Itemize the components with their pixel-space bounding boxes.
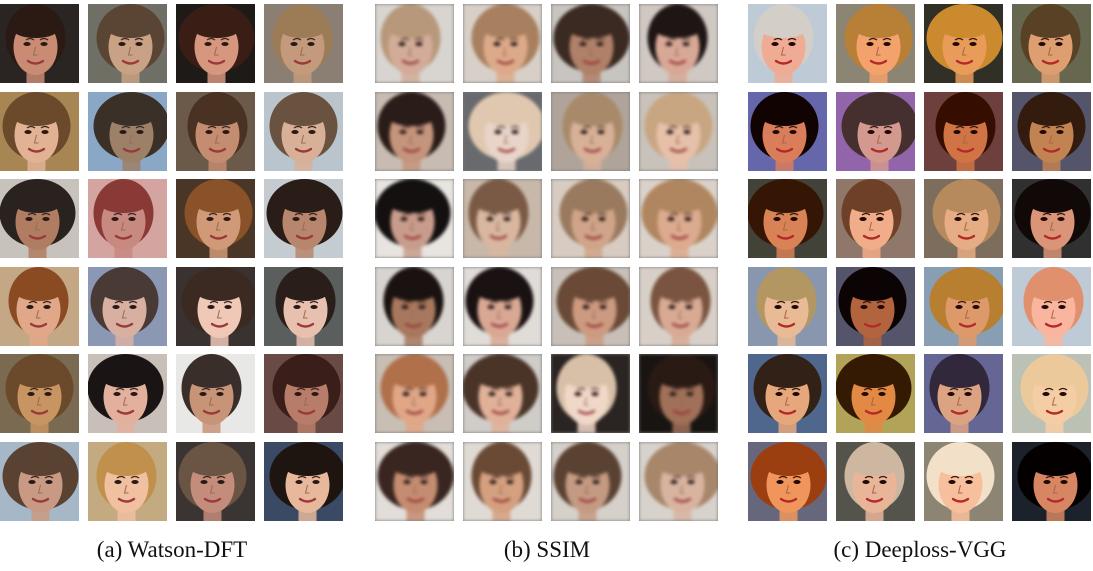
- face-thumbnail: [836, 91, 915, 171]
- face-thumbnail: [88, 4, 167, 83]
- face-thumbnail: [176, 4, 255, 83]
- face-thumbnail: [375, 4, 454, 83]
- face-grid-watson-dft: [0, 0, 344, 525]
- face-thumbnail: [463, 91, 542, 171]
- panel-watson-dft: (a) Watson-DFT: [0, 0, 344, 571]
- face-thumbnail: [375, 354, 454, 433]
- face-thumbnail: [748, 91, 827, 171]
- face-thumbnail: [176, 266, 255, 346]
- panel-ssim: (b) SSIM: [375, 0, 719, 571]
- face-thumbnail: [0, 266, 79, 346]
- face-thumbnail: [463, 441, 542, 521]
- face-thumbnail: [924, 179, 1003, 258]
- panel-deeploss-vgg: (c) Deeploss-VGG: [748, 0, 1092, 571]
- face-thumbnail: [176, 354, 255, 433]
- face-thumbnail: [88, 179, 167, 258]
- face-thumbnail: [551, 179, 630, 258]
- face-thumbnail: [551, 441, 630, 521]
- caption-deeploss-vgg: (c) Deeploss-VGG: [833, 537, 1007, 562]
- face-thumbnail: [924, 354, 1003, 433]
- face-grid-ssim: [375, 0, 719, 525]
- face-thumbnail: [551, 4, 630, 83]
- face-thumbnail: [924, 441, 1003, 521]
- face-thumbnail: [463, 4, 542, 83]
- face-thumbnail: [176, 441, 255, 521]
- face-thumbnail: [176, 91, 255, 171]
- face-thumbnail: [264, 4, 343, 83]
- face-thumbnail: [639, 179, 718, 258]
- face-thumbnail: [463, 354, 542, 433]
- face-thumbnail: [924, 4, 1003, 83]
- face-thumbnail: [1012, 441, 1091, 521]
- caption-ssim: (b) SSIM: [503, 537, 591, 562]
- face-grid-deeploss-vgg: [748, 0, 1092, 525]
- face-thumbnail: [1012, 91, 1091, 171]
- face-thumbnail: [1012, 354, 1091, 433]
- face-thumbnail: [1012, 4, 1091, 83]
- face-thumbnail: [264, 441, 343, 521]
- face-thumbnail: [88, 266, 167, 346]
- face-thumbnail: [375, 266, 454, 346]
- face-thumbnail: [748, 266, 827, 346]
- face-thumbnail: [463, 266, 542, 346]
- face-thumbnail: [836, 4, 915, 83]
- face-thumbnail: [639, 91, 718, 171]
- face-thumbnail: [551, 266, 630, 346]
- face-thumbnail: [1012, 266, 1091, 346]
- face-thumbnail: [639, 4, 718, 83]
- face-thumbnail: [264, 354, 343, 433]
- face-thumbnail: [924, 91, 1003, 171]
- face-thumbnail: [88, 91, 167, 171]
- face-thumbnail: [264, 266, 343, 346]
- face-thumbnail: [88, 354, 167, 433]
- face-thumbnail: [748, 179, 827, 258]
- face-thumbnail: [88, 441, 167, 521]
- face-thumbnail: [748, 441, 827, 521]
- face-thumbnail: [0, 179, 79, 258]
- face-thumbnail: [836, 354, 915, 433]
- face-thumbnail: [551, 91, 630, 171]
- face-thumbnail: [748, 354, 827, 433]
- face-thumbnail: [375, 179, 454, 258]
- caption-watson-dft: (a) Watson-DFT: [96, 537, 248, 562]
- face-thumbnail: [176, 179, 255, 258]
- face-thumbnail: [924, 266, 1003, 346]
- face-thumbnail: [0, 354, 79, 433]
- face-thumbnail: [264, 179, 343, 258]
- face-thumbnail: [836, 266, 915, 346]
- face-thumbnail: [551, 354, 630, 433]
- face-thumbnail: [0, 4, 79, 83]
- face-thumbnail: [0, 441, 79, 521]
- face-thumbnail: [639, 441, 718, 521]
- face-thumbnail: [0, 91, 79, 171]
- face-thumbnail: [639, 266, 718, 346]
- face-thumbnail: [264, 91, 343, 171]
- face-thumbnail: [375, 441, 454, 521]
- face-thumbnail: [639, 354, 718, 433]
- face-thumbnail: [463, 179, 542, 258]
- face-thumbnail: [836, 441, 915, 521]
- face-thumbnail: [748, 4, 827, 83]
- face-thumbnail: [1012, 179, 1091, 258]
- face-thumbnail: [836, 179, 915, 258]
- face-thumbnail: [375, 91, 454, 171]
